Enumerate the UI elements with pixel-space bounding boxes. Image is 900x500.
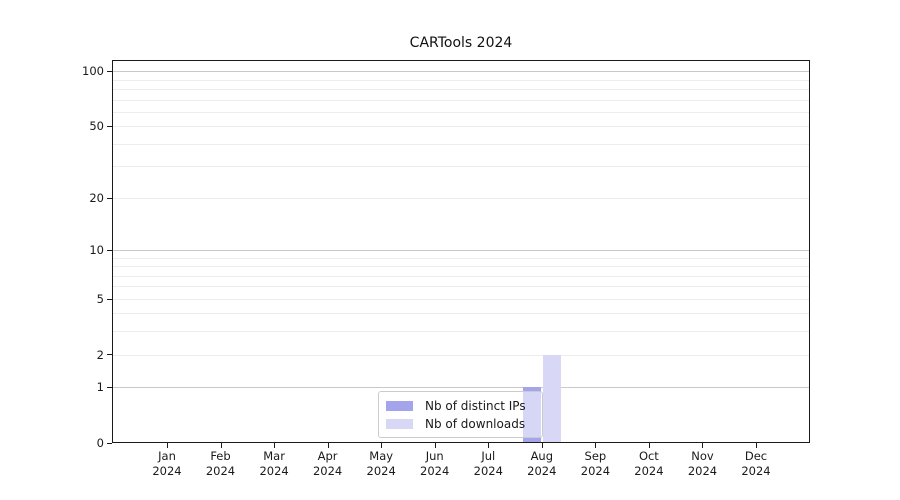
x-tick-label: Sep 2024: [580, 449, 611, 478]
y-axis-tick: [107, 126, 112, 127]
legend: Nb of distinct IPs Nb of downloads: [378, 391, 543, 438]
x-tick-label: Feb 2024: [205, 449, 236, 478]
x-axis-tick: [167, 443, 168, 448]
gridline-minor: [113, 298, 809, 300]
gridline-minor: [113, 126, 809, 128]
gridline-major: [113, 249, 809, 251]
plot-frame: [112, 60, 810, 443]
legend-label-downloads: Nb of downloads: [425, 416, 526, 431]
gridline-minor: [113, 79, 809, 81]
gridline-minor: [113, 266, 809, 267]
y-axis-tick: [107, 387, 112, 388]
gridline-minor: [113, 143, 809, 145]
y-tick-label: 100: [82, 64, 104, 79]
x-tick-label: Aug 2024: [527, 449, 557, 478]
x-tick-label: Mar 2024: [259, 449, 289, 478]
legend-swatch-distinct-ips: [386, 400, 413, 411]
gridline-minor: [113, 275, 809, 277]
legend-label-distinct-ips: Nb of distinct IPs: [425, 398, 526, 413]
x-axis-tick: [328, 443, 329, 448]
x-axis-tick: [488, 443, 489, 448]
gridline-minor: [113, 331, 809, 333]
x-tick-label: Oct 2024: [634, 449, 664, 478]
y-axis-tick: [107, 443, 112, 444]
gridline-minor: [113, 257, 809, 259]
gridline-major: [113, 387, 809, 389]
x-axis-tick: [274, 443, 275, 448]
chart-title: CARTools 2024: [409, 35, 513, 51]
x-axis-tick: [595, 443, 596, 448]
x-axis-tick: [542, 443, 543, 448]
x-tick-label: Dec 2024: [741, 449, 771, 478]
x-axis-tick: [435, 443, 436, 448]
gridline-minor: [113, 99, 809, 101]
x-tick-label: Jun 2024: [420, 449, 450, 478]
y-tick-label: 1: [96, 380, 104, 395]
x-axis-tick: [756, 443, 757, 448]
x-tick-label: Jul 2024: [473, 449, 503, 478]
gridline-major: [113, 71, 809, 73]
x-axis-tick: [221, 443, 222, 448]
gridline-minor: [113, 166, 809, 168]
x-tick-label: Apr 2024: [312, 449, 343, 478]
y-tick-label: 2: [96, 347, 104, 362]
gridline-minor: [113, 286, 809, 288]
y-axis-tick: [107, 198, 112, 199]
gridline-minor: [113, 354, 809, 356]
x-axis-tick: [649, 443, 650, 448]
gridline-minor: [113, 111, 809, 113]
x-tick-label: May 2024: [366, 449, 396, 478]
y-tick-label: 20: [89, 190, 104, 205]
y-tick-label: 5: [96, 291, 104, 306]
x-tick-label: Nov 2024: [687, 449, 718, 478]
gridline-minor: [113, 313, 809, 315]
y-axis-tick: [107, 71, 112, 72]
y-axis-tick: [107, 354, 112, 355]
legend-item-downloads: Nb of downloads: [386, 417, 542, 431]
y-tick-label: 10: [89, 242, 104, 257]
x-tick-label: Jan 2024: [152, 449, 182, 478]
gridline-minor: [113, 197, 809, 199]
legend-swatch-downloads: [386, 418, 413, 429]
y-axis-tick: [107, 299, 112, 300]
gridline-minor: [113, 88, 809, 90]
x-axis-tick: [381, 443, 382, 448]
y-tick-label: 50: [89, 119, 104, 134]
legend-item-distinct-ips: Nb of distinct IPs: [386, 399, 542, 413]
y-tick-label: 0: [96, 436, 104, 450]
x-axis-tick: [702, 443, 703, 448]
bar-downloads: [542, 354, 561, 442]
y-axis-tick: [107, 250, 112, 251]
